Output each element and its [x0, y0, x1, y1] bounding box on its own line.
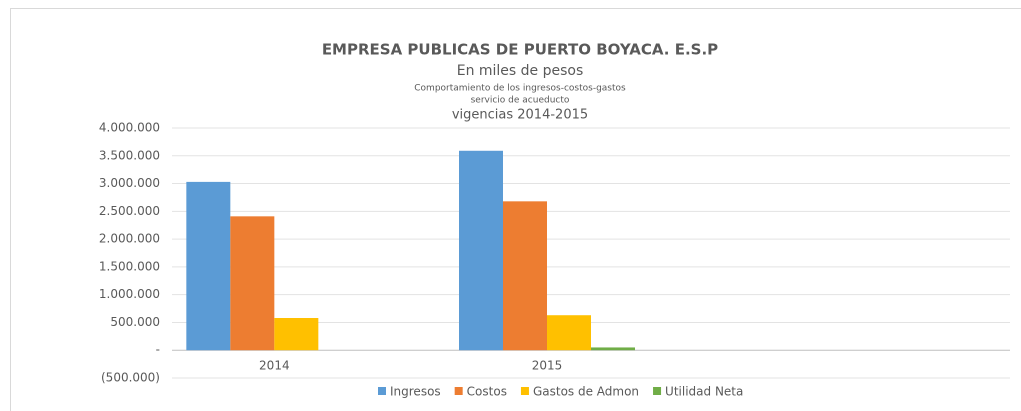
y-tick-label: 3.000.000	[99, 176, 160, 190]
chart-title: EMPRESA PUBLICAS DE PUERTO BOYACA. E.S.P	[322, 41, 718, 59]
bar	[459, 150, 503, 351]
legend-swatch	[653, 387, 662, 395]
legend-label: Gastos de Admon	[533, 385, 639, 399]
legend-swatch	[378, 387, 386, 395]
legend-swatch	[454, 387, 463, 395]
y-tick-label: 4.000.000	[99, 121, 160, 135]
chart-subtitle: vigencias 2014-2015	[452, 108, 588, 123]
chart-subtitle: Comportamiento de los ingresos-costos-ga…	[414, 84, 626, 94]
bar	[547, 315, 591, 351]
bar	[230, 216, 275, 351]
y-tick-label: 2.000.000	[99, 232, 160, 246]
chart-border	[10, 8, 1021, 411]
y-tick-label: 2.500.000	[99, 204, 160, 218]
chart-subtitle: servicio de acueducto	[471, 96, 570, 106]
legend-label: Ingresos	[390, 385, 441, 399]
bar	[186, 181, 231, 351]
legend-label: Costos	[467, 385, 507, 399]
y-tick-label: 1.000.000	[99, 287, 160, 301]
y-tick-label: 1.500.000	[99, 259, 160, 273]
y-tick-label: 3.500.000	[99, 148, 160, 162]
x-tick-label: 2015	[532, 359, 563, 373]
bar	[503, 201, 547, 351]
legend-label: Utilidad Neta	[665, 385, 743, 399]
legend-swatch	[520, 387, 529, 395]
bar	[274, 318, 319, 351]
y-tick-label: -	[156, 343, 160, 357]
x-tick-label: 2014	[259, 359, 290, 373]
y-tick-label: (500.000)	[101, 371, 160, 385]
chart-subtitle: En miles de pesos	[457, 63, 584, 79]
y-tick-label: 500.000	[110, 315, 160, 329]
bar	[591, 347, 635, 351]
